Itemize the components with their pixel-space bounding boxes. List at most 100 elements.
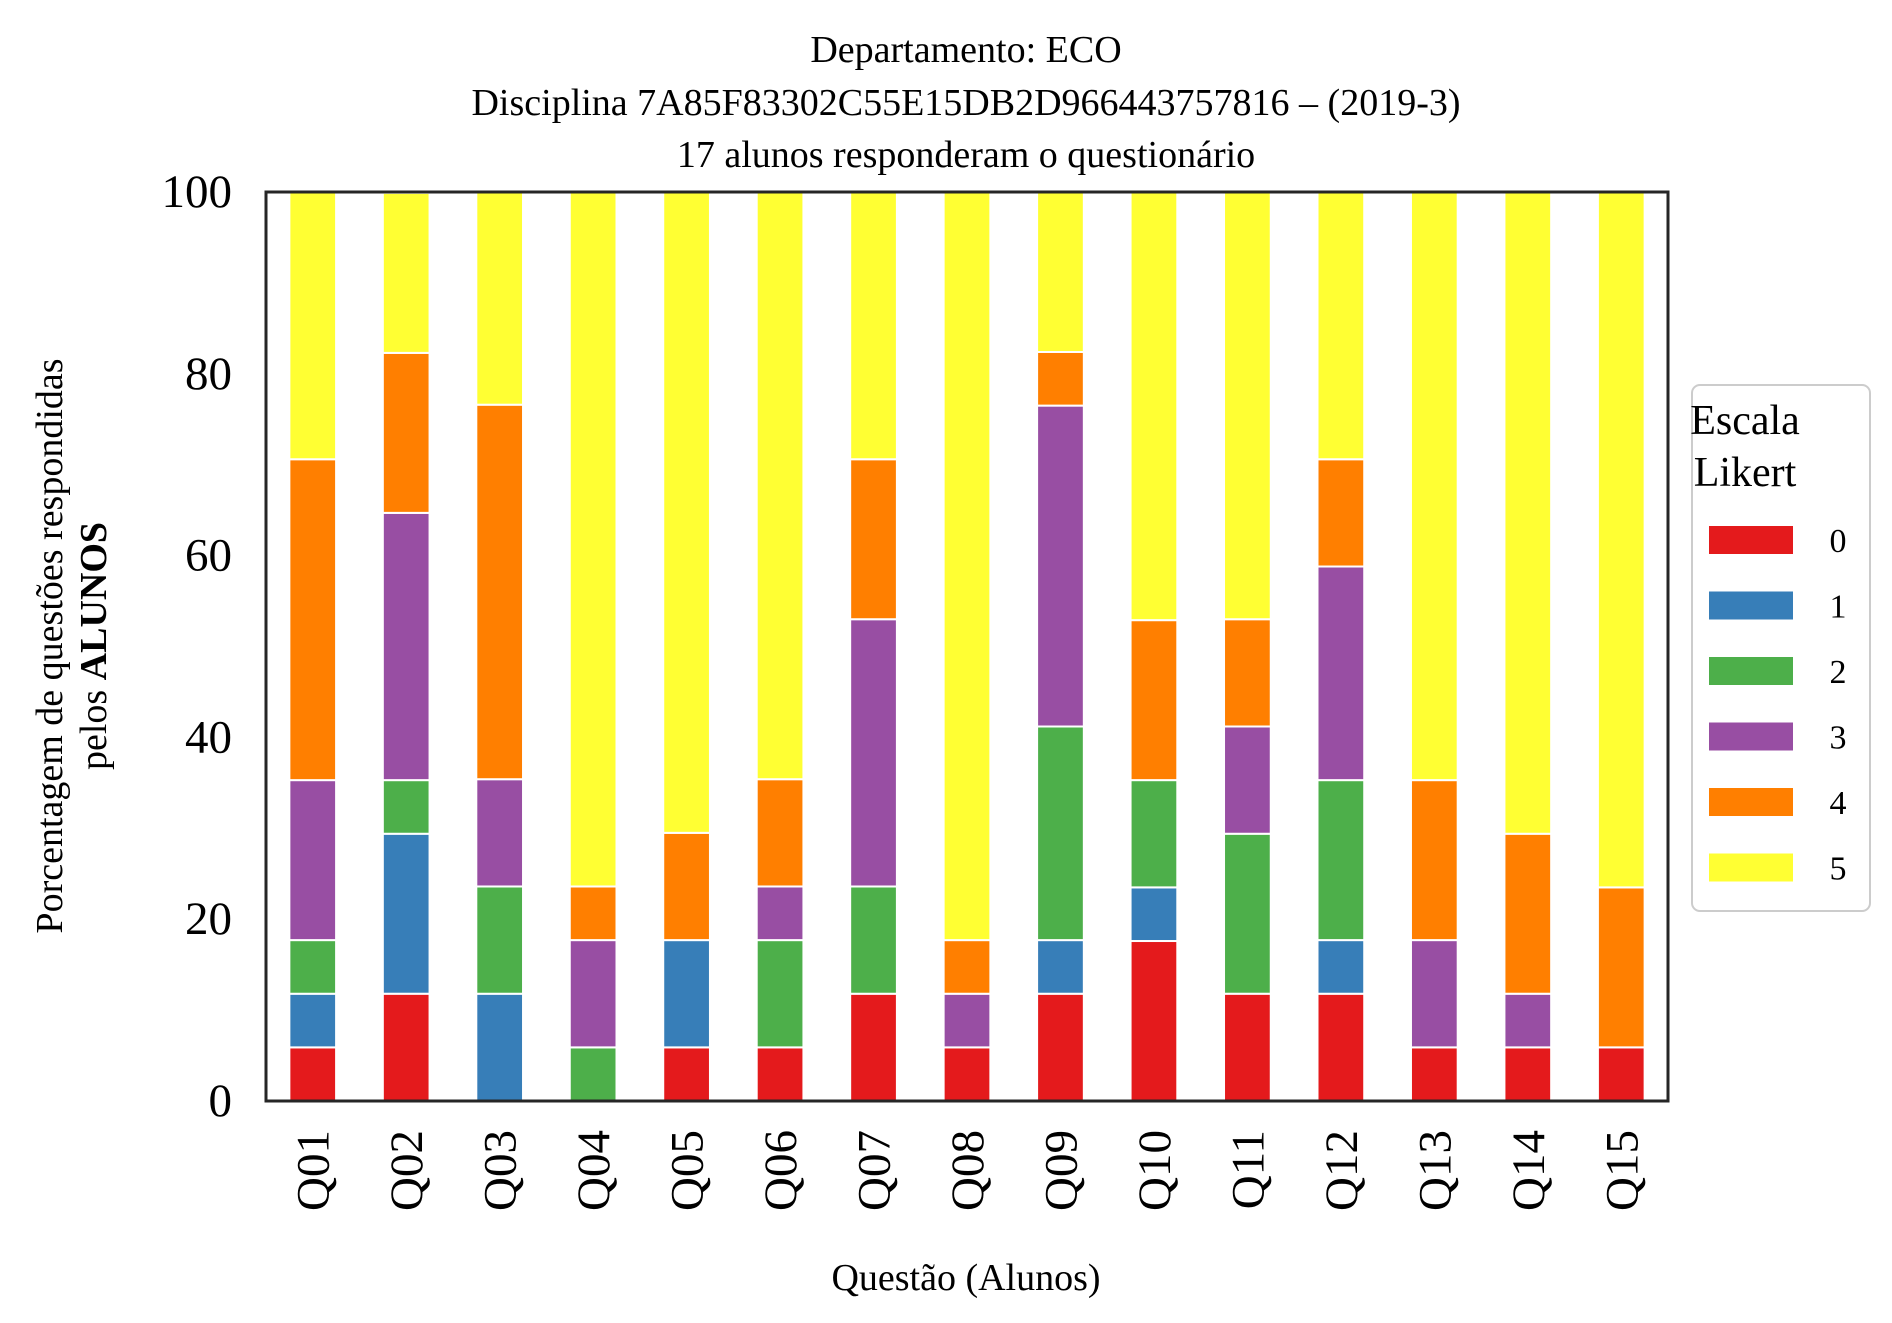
bar-stacks: [288, 190, 1646, 1103]
bar-segment-q07-scale-2: [849, 885, 898, 995]
x-tick-label-q15: Q15: [1596, 1130, 1648, 1211]
x-tick-label-q05: Q05: [662, 1130, 714, 1211]
bar-segment-q05-scale-1: [662, 939, 711, 1049]
bar-segment-q14-scale-3: [1503, 992, 1553, 1049]
bar-segment-q02-scale-0: [381, 992, 431, 1102]
bar-segment-q10-scale-0: [1129, 940, 1179, 1103]
y-axis-label-line1: Porcentagem de questões respondidas: [29, 358, 71, 933]
legend-swatch-3: [1709, 722, 1793, 751]
legend-swatch-4: [1709, 788, 1793, 816]
bar-segment-q15-scale-0: [1596, 1046, 1646, 1102]
bar-segment-q10-scale-2: [1129, 779, 1179, 889]
y-axis-ticks: 0 20 40 60 80 100: [162, 166, 233, 1127]
y-axis-label-line2: pelos ALUNOS: [73, 522, 115, 770]
legend-label-5: 5: [1830, 851, 1847, 888]
x-tick-label-q10: Q10: [1129, 1130, 1181, 1211]
y-tick-label-80: 80: [185, 348, 232, 400]
x-tick-label-q06: Q06: [755, 1130, 807, 1211]
y-tick-label-20: 20: [185, 893, 232, 945]
bar-segment-q03-scale-5: [475, 190, 525, 406]
x-tick-label-q09: Q09: [1035, 1130, 1087, 1211]
bar-segment-q02-scale-1: [381, 832, 431, 995]
legend-label-4: 4: [1830, 785, 1847, 822]
bar-segment-q10-scale-1: [1129, 886, 1179, 943]
bar-segment-q09-scale-3: [1036, 404, 1085, 728]
x-axis-label: Questão (Alunos): [831, 1257, 1100, 1299]
bar-segment-q12-scale-4: [1316, 458, 1366, 568]
x-tick-label-q03: Q03: [475, 1130, 527, 1211]
bar-segment-q08-scale-4: [942, 939, 992, 995]
bar-segment-q09-scale-2: [1036, 725, 1085, 942]
bar-segment-q02-scale-3: [381, 511, 431, 782]
legend-swatch-5: [1709, 853, 1793, 882]
legend-label-2: 2: [1830, 654, 1847, 691]
legend: Escala Likert 0 1 2 3 4 5: [1690, 384, 1871, 912]
y-tick-label-40: 40: [185, 711, 232, 763]
legend-box: [1691, 384, 1871, 912]
y-tick-label-0: 0: [209, 1075, 233, 1127]
x-tick-label-q01: Q01: [288, 1130, 340, 1211]
bar-segment-q14-scale-0: [1503, 1046, 1553, 1102]
bar-segment-q07-scale-3: [849, 618, 898, 888]
bar-segment-q05-scale-5: [662, 190, 711, 834]
bar-segment-q12-scale-2: [1316, 779, 1366, 942]
x-tick-label-q14: Q14: [1503, 1130, 1555, 1211]
legend-title-line2: Likert: [1694, 450, 1797, 496]
y-axis-label-prefix: pelos: [73, 680, 115, 770]
bar-segment-q10-scale-5: [1129, 191, 1179, 622]
bar-segment-q13-scale-5: [1409, 191, 1459, 782]
bar-segment-q12-scale-3: [1316, 565, 1366, 782]
plot-frame: [264, 190, 1670, 1103]
legend-swatch-2: [1709, 657, 1793, 685]
bar-segment-q12-scale-0: [1316, 992, 1366, 1102]
bar-segment-q11-scale-3: [1223, 725, 1272, 835]
bar-segment-q03-scale-1: [475, 992, 525, 1102]
bar-segment-q04-scale-2: [568, 1046, 618, 1102]
x-tick-label-q12: Q12: [1316, 1130, 1368, 1211]
bar-segment-q02-scale-2: [381, 779, 431, 835]
bar-segment-q07-scale-0: [849, 992, 898, 1102]
bar-segment-q10-scale-4: [1129, 619, 1179, 782]
bar-segment-q08-scale-3: [942, 992, 992, 1049]
legend-label-0: 0: [1830, 523, 1847, 560]
bar-segment-q04-scale-4: [568, 885, 618, 942]
bar-segment-q03-scale-3: [475, 778, 525, 888]
bar-segment-q14-scale-4: [1503, 832, 1553, 995]
bar-segment-q09-scale-1: [1036, 939, 1085, 995]
bar-segment-q13-scale-4: [1409, 779, 1459, 942]
title-line-respondents: 17 alunos responderam o questionário: [677, 134, 1255, 176]
bar-segment-q14-scale-5: [1503, 191, 1553, 835]
x-tick-label-q08: Q08: [942, 1130, 994, 1211]
bar-segment-q07-scale-5: [849, 191, 898, 461]
bar-segment-q01-scale-1: [288, 992, 338, 1049]
bar-segment-q12-scale-5: [1316, 191, 1366, 461]
legend-swatch-0: [1709, 526, 1793, 554]
y-tick-label-100: 100: [162, 166, 233, 218]
legend-title-line1: Escala: [1690, 398, 1800, 444]
bar-segment-q06-scale-5: [755, 190, 805, 781]
bar-segment-q01-scale-5: [288, 191, 338, 461]
x-tick-label-q02: Q02: [381, 1130, 433, 1211]
bar-segment-q04-scale-3: [568, 939, 618, 1049]
x-tick-label-q13: Q13: [1409, 1130, 1461, 1211]
title-line-course: Disciplina 7A85F83302C55E15DB2D966443757…: [471, 82, 1460, 124]
bar-segment-q13-scale-0: [1409, 1046, 1459, 1102]
bar-segment-q09-scale-4: [1036, 350, 1085, 407]
legend-items: 0 1 2 3 4 5: [1709, 523, 1847, 888]
bar-segment-q08-scale-0: [942, 1046, 992, 1102]
bar-segment-q13-scale-3: [1409, 939, 1459, 1049]
legend-swatch-1: [1709, 591, 1793, 620]
bar-segment-q01-scale-0: [288, 1046, 338, 1102]
bar-segment-q15-scale-5: [1596, 191, 1646, 889]
bar-segment-q11-scale-2: [1223, 832, 1272, 995]
bar-segment-q01-scale-2: [288, 939, 338, 995]
bar-segment-q09-scale-5: [1036, 191, 1085, 353]
title-line-department: Departamento: ECO: [810, 29, 1121, 71]
bar-segment-q06-scale-2: [755, 939, 805, 1049]
bar-segment-q08-scale-5: [942, 190, 992, 942]
bar-segment-q11-scale-4: [1223, 618, 1272, 728]
bar-segment-q12-scale-1: [1316, 939, 1366, 995]
bar-segment-q06-scale-0: [755, 1046, 805, 1102]
legend-label-1: 1: [1830, 589, 1847, 626]
